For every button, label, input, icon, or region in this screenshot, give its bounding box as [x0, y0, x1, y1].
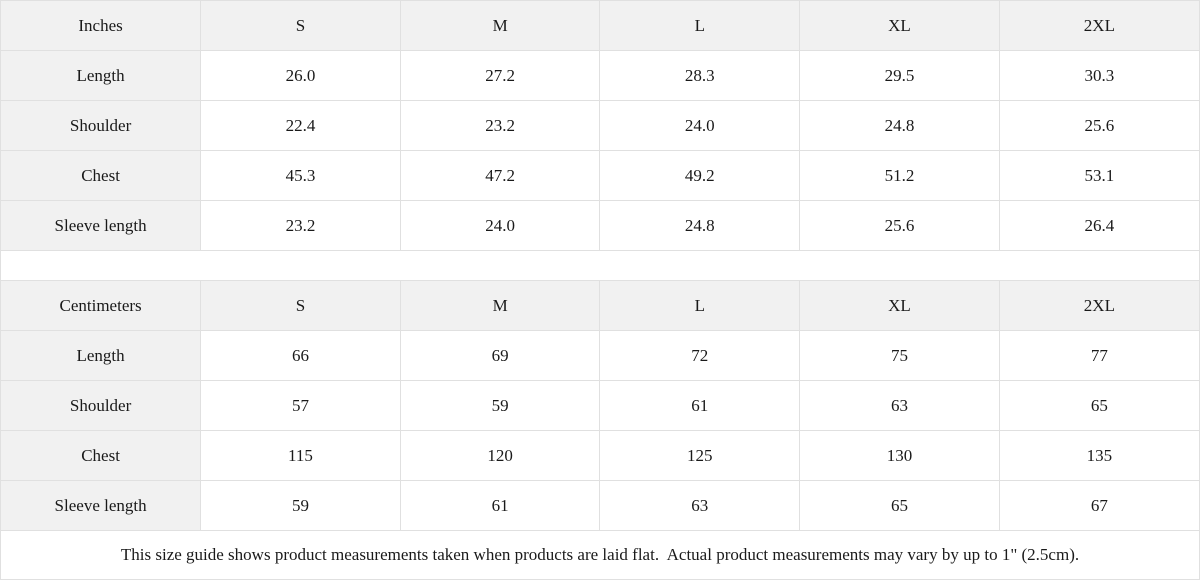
centimeters-table: Centimeters S M L XL 2XL Length 66 69 72… [1, 281, 1199, 531]
row-label-cell: Sleeve length [1, 480, 202, 531]
value-cell: 28.3 [599, 50, 801, 101]
table-row: Length 66 69 72 75 77 [1, 330, 1199, 381]
value-cell: 51.2 [799, 150, 1000, 201]
size-guide-note: This size guide shows product measuremen… [1, 531, 1199, 579]
table-row: Length 26.0 27.2 28.3 29.5 30.3 [1, 50, 1199, 101]
size-header-cell: M [400, 281, 601, 331]
table-row: Sleeve length 23.2 24.0 24.8 25.6 26.4 [1, 200, 1199, 251]
table-row: Sleeve length 59 61 63 65 67 [1, 480, 1199, 531]
value-cell: 135 [999, 430, 1199, 481]
value-cell: 47.2 [400, 150, 601, 201]
value-cell: 65 [999, 380, 1199, 431]
value-cell: 53.1 [999, 150, 1199, 201]
unit-header-cell: Centimeters [1, 281, 202, 331]
size-header-cell: L [599, 281, 801, 331]
value-cell: 24.8 [599, 200, 801, 251]
value-cell: 63 [599, 480, 801, 531]
value-cell: 72 [599, 330, 801, 381]
value-cell: 26.4 [999, 200, 1199, 251]
row-label-cell: Shoulder [1, 380, 202, 431]
row-label-cell: Length [1, 50, 202, 101]
value-cell: 23.2 [400, 100, 601, 151]
value-cell: 59 [400, 380, 601, 431]
value-cell: 45.3 [200, 150, 401, 201]
value-cell: 61 [400, 480, 601, 531]
value-cell: 65 [799, 480, 1000, 531]
table-header-row: Inches S M L XL 2XL [1, 1, 1199, 51]
value-cell: 63 [799, 380, 1000, 431]
value-cell: 49.2 [599, 150, 801, 201]
size-header-cell: S [200, 281, 401, 331]
size-header-cell: S [200, 1, 401, 51]
table-row: Chest 115 120 125 130 135 [1, 430, 1199, 481]
value-cell: 25.6 [799, 200, 1000, 251]
value-cell: 120 [400, 430, 601, 481]
value-cell: 30.3 [999, 50, 1199, 101]
row-label-cell: Chest [1, 150, 202, 201]
table-header-row: Centimeters S M L XL 2XL [1, 281, 1199, 331]
value-cell: 26.0 [200, 50, 401, 101]
value-cell: 24.0 [400, 200, 601, 251]
size-header-cell: XL [799, 281, 1000, 331]
value-cell: 24.8 [799, 100, 1000, 151]
row-label-cell: Shoulder [1, 100, 202, 151]
value-cell: 125 [599, 430, 801, 481]
table-row: Chest 45.3 47.2 49.2 51.2 53.1 [1, 150, 1199, 201]
table-row: Shoulder 22.4 23.2 24.0 24.8 25.6 [1, 100, 1199, 151]
value-cell: 61 [599, 380, 801, 431]
value-cell: 77 [999, 330, 1199, 381]
value-cell: 130 [799, 430, 1000, 481]
row-label-cell: Sleeve length [1, 200, 202, 251]
row-label-cell: Length [1, 330, 202, 381]
size-header-cell: XL [799, 1, 1000, 51]
unit-header-cell: Inches [1, 1, 202, 51]
value-cell: 25.6 [999, 100, 1199, 151]
value-cell: 29.5 [799, 50, 1000, 101]
table-row: Shoulder 57 59 61 63 65 [1, 380, 1199, 431]
value-cell: 23.2 [200, 200, 401, 251]
value-cell: 66 [200, 330, 401, 381]
value-cell: 59 [200, 480, 401, 531]
size-header-cell: M [400, 1, 601, 51]
value-cell: 24.0 [599, 100, 801, 151]
value-cell: 22.4 [200, 100, 401, 151]
size-header-cell: L [599, 1, 801, 51]
size-header-cell: 2XL [999, 281, 1199, 331]
value-cell: 57 [200, 380, 401, 431]
inches-table: Inches S M L XL 2XL Length 26.0 27.2 28.… [1, 1, 1199, 251]
value-cell: 27.2 [400, 50, 601, 101]
size-header-cell: 2XL [999, 1, 1199, 51]
row-label-cell: Chest [1, 430, 202, 481]
value-cell: 69 [400, 330, 601, 381]
value-cell: 75 [799, 330, 1000, 381]
value-cell: 67 [999, 480, 1199, 531]
value-cell: 115 [200, 430, 401, 481]
table-spacer [1, 251, 1199, 281]
